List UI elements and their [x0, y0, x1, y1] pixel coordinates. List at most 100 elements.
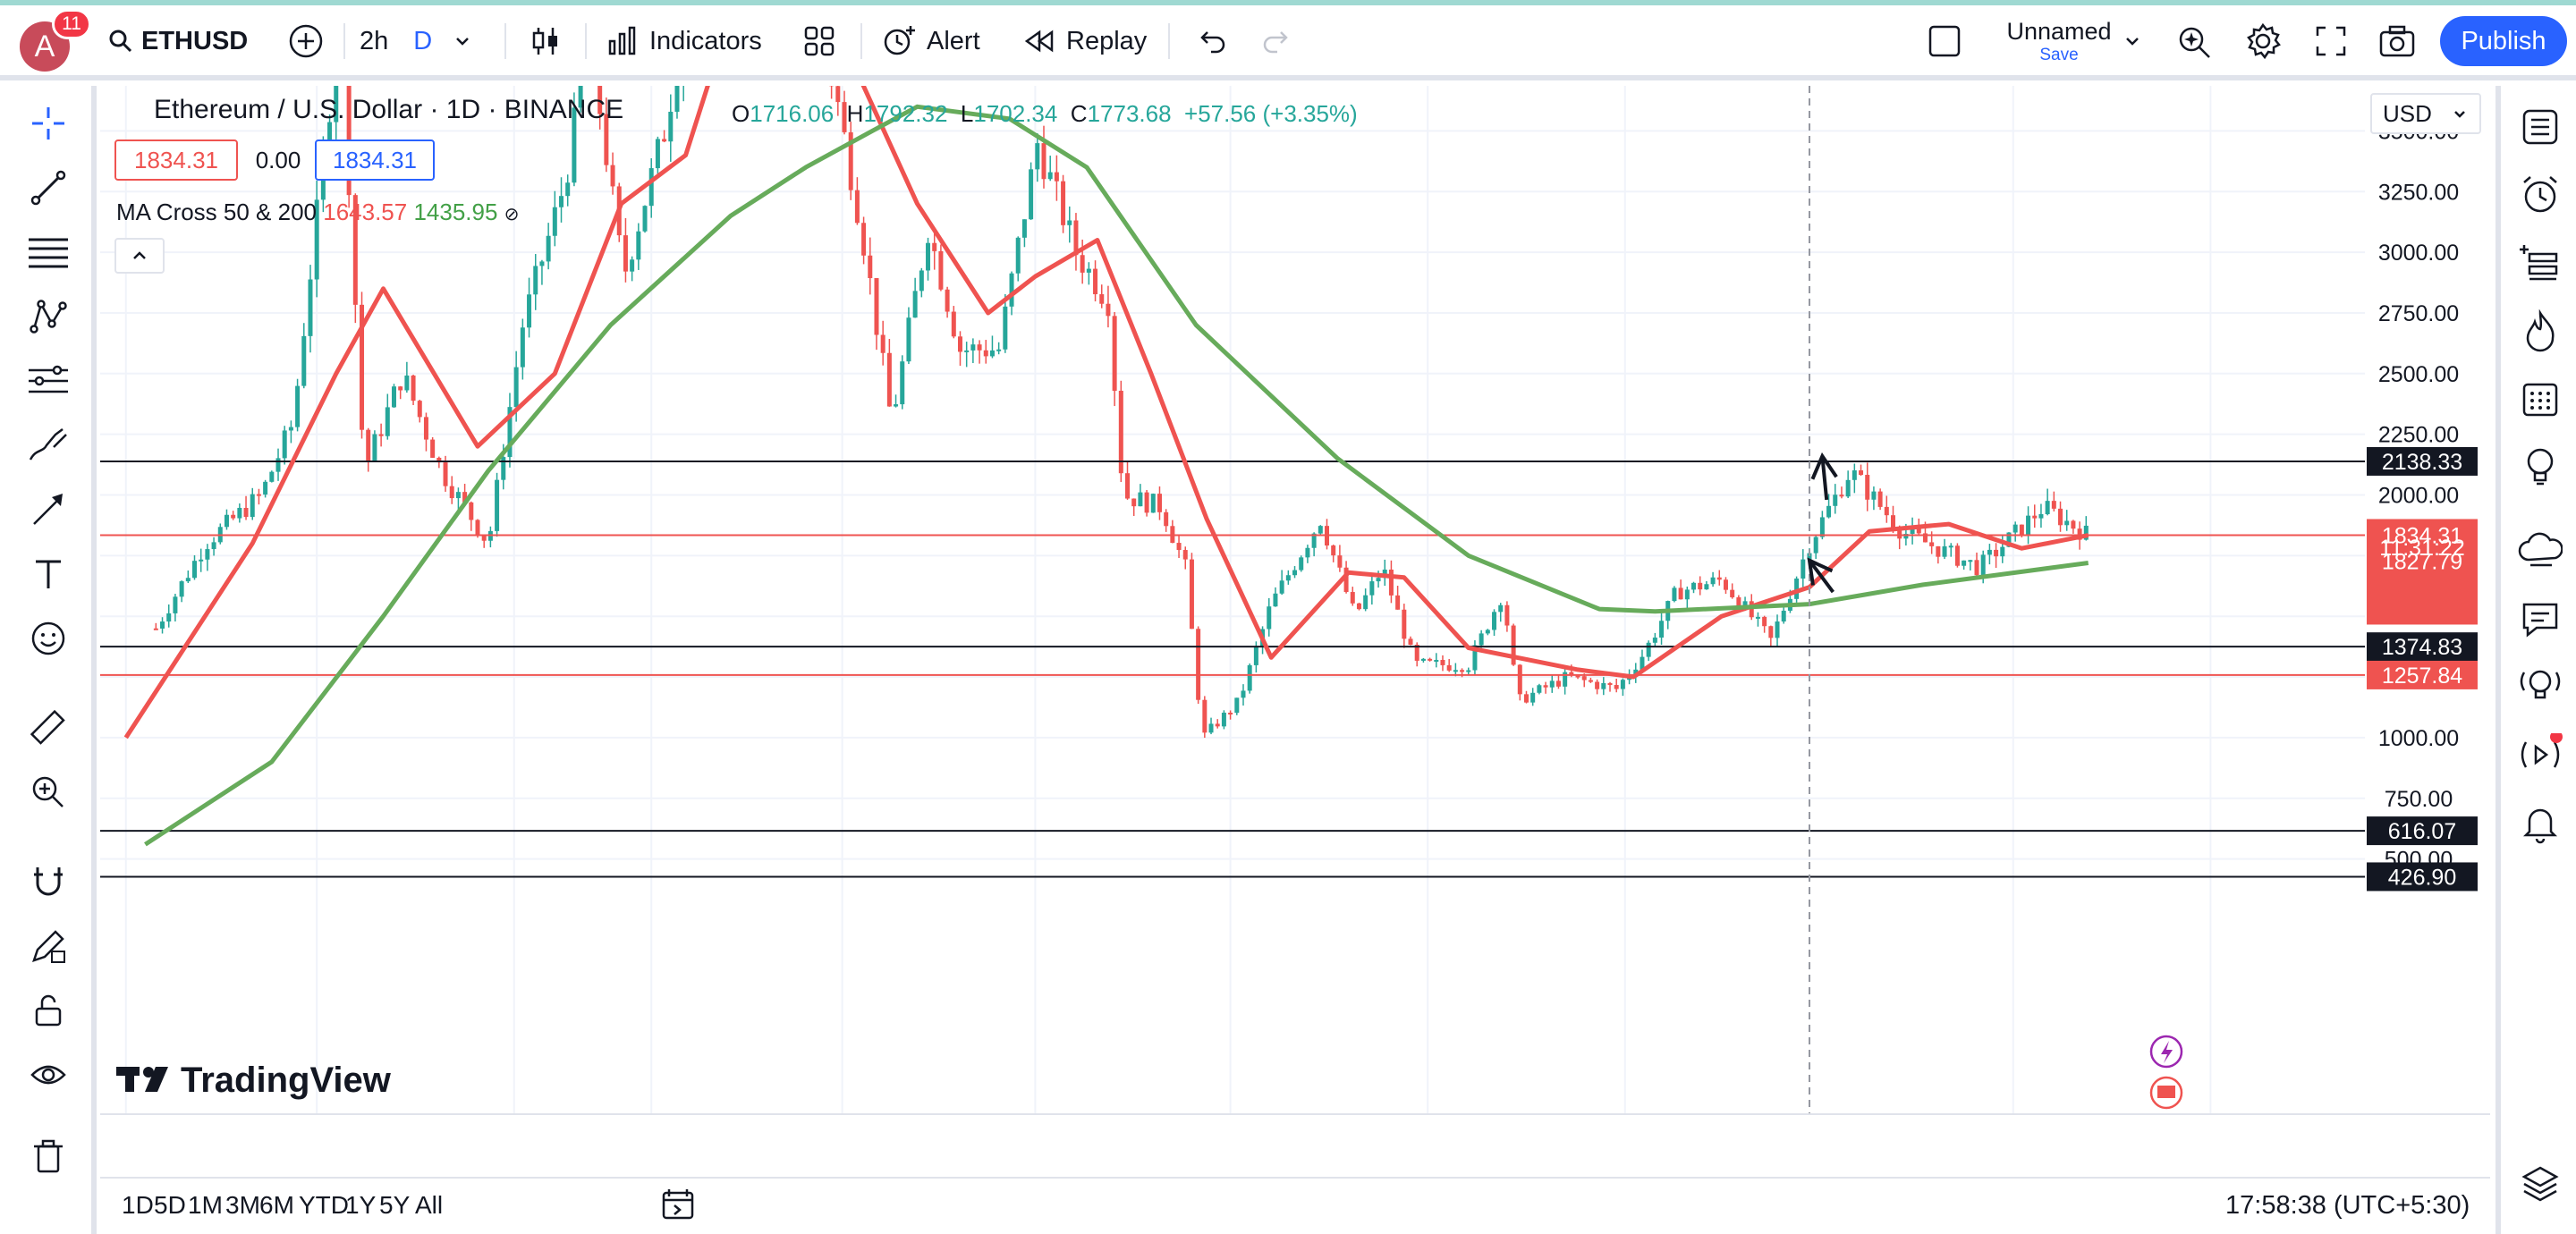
magnet-tool[interactable]	[23, 857, 73, 907]
indicators-button[interactable]: Indicators	[605, 16, 766, 66]
candle-body	[1511, 625, 1516, 665]
layout-name-menu[interactable]: Unnamed Save	[1980, 16, 2138, 66]
candle-body	[1492, 612, 1497, 630]
sell-button[interactable]: 1834.31	[114, 139, 238, 181]
chart-type-button[interactable]	[521, 16, 571, 66]
candle-body	[1446, 664, 1452, 671]
timeframe-1d[interactable]: 1D	[122, 1191, 154, 1219]
redo-button[interactable]	[1252, 16, 1302, 66]
candle-body	[989, 350, 995, 357]
pattern-tool[interactable]	[23, 292, 73, 342]
candle-body	[1388, 570, 1394, 596]
timeframe-5d[interactable]: 5D	[154, 1191, 186, 1219]
undo-button[interactable]	[1186, 16, 1236, 66]
arrow-tool[interactable]	[23, 485, 73, 535]
timeframe-ytd[interactable]: YTD	[299, 1191, 349, 1219]
timeframe-3m[interactable]: 3M	[225, 1191, 260, 1219]
delete-drawings-tool[interactable]	[23, 1132, 73, 1182]
collapse-legend-button[interactable]	[114, 238, 165, 274]
fib-tool[interactable]	[23, 227, 73, 277]
watchlist-button[interactable]	[2513, 100, 2567, 154]
layers-button[interactable]	[2513, 1157, 2567, 1211]
replay-button[interactable]: Replay	[1021, 16, 1156, 66]
level-label-red-bg	[2367, 660, 2478, 689]
candle-body	[1356, 603, 1361, 610]
candle-body	[1015, 237, 1021, 274]
timeframe-6m[interactable]: 6M	[259, 1191, 294, 1219]
trash-icon	[34, 1139, 63, 1173]
go-to-date-button[interactable]	[658, 1186, 698, 1231]
chart-canvas[interactable]: 4000.003750.003500.003250.003000.002750.…	[100, 86, 2490, 1116]
ma-name: MA Cross 50 & 200	[116, 199, 317, 225]
alerts-panel-button[interactable]	[2513, 168, 2567, 222]
screenshot-button[interactable]	[2372, 16, 2422, 66]
bottom-toolbar: 1D 5D 1M 3M 6M YTD 1Y 5Y All 17:58:38 (UTC+5:30)	[100, 1177, 2490, 1234]
timezone-clock[interactable]: 17:58:38 (UTC+5:30)	[2225, 1191, 2470, 1220]
timeframe-5y[interactable]: 5Y	[379, 1191, 411, 1219]
notifications-button[interactable]	[2513, 796, 2567, 849]
price-tag-1: 1834.31	[2382, 523, 2462, 548]
hide-drawings-tool[interactable]	[23, 1050, 73, 1100]
symbol-search-button[interactable]: ETHUSD	[107, 16, 268, 66]
candle-body	[404, 375, 410, 391]
price-chart[interactable]: 4000.003750.003500.003250.003000.002750.…	[100, 86, 2490, 1116]
ideas-button[interactable]	[2513, 440, 2567, 494]
candle-body	[1948, 545, 1953, 548]
publish-button[interactable]: Publish	[2440, 16, 2567, 66]
currency-select[interactable]: USD	[2370, 93, 2481, 134]
hidden-values-icon: ⊘	[504, 205, 520, 224]
candle-body	[1420, 658, 1426, 661]
chats-button[interactable]	[2513, 524, 2567, 578]
flame-icon	[2526, 309, 2555, 352]
candle-body	[1704, 584, 1709, 590]
trend-line-tool[interactable]	[23, 163, 73, 213]
object-tree-button[interactable]	[2513, 236, 2567, 290]
candle-body	[1781, 610, 1786, 622]
messages-button[interactable]	[2513, 592, 2567, 646]
settings-button[interactable]	[2238, 16, 2288, 66]
lock-tool[interactable]	[23, 985, 73, 1035]
forecast-tool[interactable]	[23, 356, 73, 406]
templates-button[interactable]	[794, 16, 844, 66]
calendar-button[interactable]	[2513, 372, 2567, 426]
drawing-mode-tool[interactable]	[23, 921, 73, 971]
candle-body	[199, 559, 204, 562]
candle-body	[572, 107, 577, 183]
buy-button[interactable]: 1834.31	[315, 139, 435, 181]
tips-button[interactable]	[2513, 660, 2567, 714]
calendar-arrow-icon	[662, 1189, 694, 1220]
candle-body	[1472, 645, 1478, 671]
fullscreen-button[interactable]	[2306, 16, 2356, 66]
candle-body	[1350, 592, 1355, 604]
candle-body	[1549, 680, 1555, 688]
alert-button[interactable]: Alert	[880, 16, 996, 66]
interval-select[interactable]: 2h D	[360, 16, 485, 66]
zoom-tool[interactable]	[23, 767, 73, 817]
emoji-tool[interactable]	[23, 613, 73, 663]
candle-body	[372, 434, 377, 461]
timeframe-1m[interactable]: 1M	[188, 1191, 223, 1219]
layout-menu-chevron[interactable]	[2114, 16, 2150, 66]
candle-body	[630, 259, 635, 272]
candle-body	[385, 407, 390, 436]
candle-body	[977, 344, 982, 351]
layout-toggle-checkbox[interactable]	[1919, 16, 1970, 66]
candle-body	[1852, 470, 1857, 480]
brush-tool[interactable]	[23, 420, 73, 470]
text-tool[interactable]	[23, 549, 73, 599]
quick-search-button[interactable]	[2170, 16, 2220, 66]
candle-body	[1073, 220, 1079, 256]
timeframe-all[interactable]: All	[415, 1191, 444, 1219]
ma-cross-legend[interactable]: MA Cross 50 & 200 1643.57 1435.95 ⊘	[116, 199, 519, 226]
measure-tool[interactable]	[23, 703, 73, 753]
timeframe-1y[interactable]: 1Y	[345, 1191, 377, 1219]
candle-body	[1710, 577, 1716, 585]
smiley-icon	[31, 621, 65, 655]
low-label: L	[960, 100, 974, 127]
compare-symbol-button[interactable]	[281, 16, 331, 66]
hotlist-button[interactable]	[2513, 304, 2567, 358]
list-plus-icon	[2520, 245, 2558, 281]
candle-body	[1118, 390, 1123, 474]
crosshair-tool[interactable]	[23, 98, 73, 148]
streams-button[interactable]	[2513, 728, 2567, 782]
